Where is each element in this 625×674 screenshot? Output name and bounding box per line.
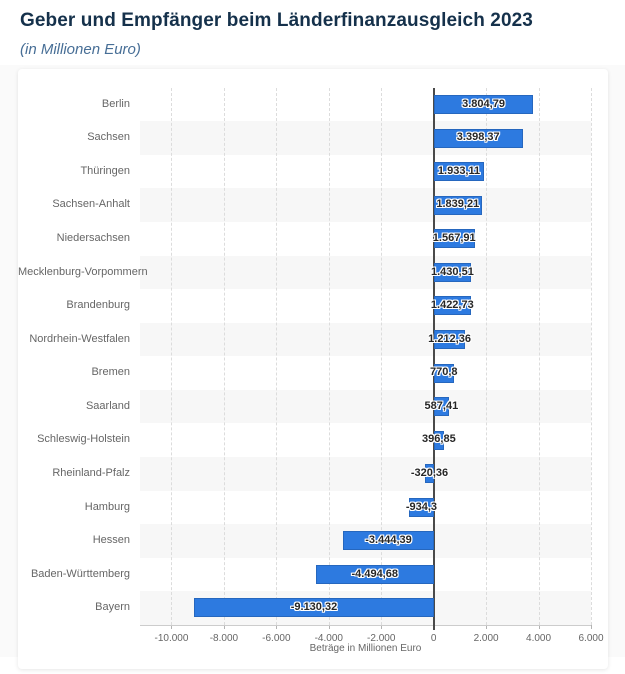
chart-card: Beträge in Millionen Euro Berlin Sachsen T… xyxy=(18,68,608,669)
bar-value-label: 770,8 xyxy=(430,366,458,379)
bar-value-label: 587,41 xyxy=(424,399,459,412)
bar-value-label: 1.839,21 xyxy=(436,198,480,211)
category-label: Niedersachsen xyxy=(56,232,130,244)
x-tick-label: 2.000 xyxy=(473,632,499,644)
bar[interactable] xyxy=(433,329,466,349)
bar[interactable] xyxy=(425,464,434,484)
x-tick-label: -4.000 xyxy=(314,632,343,644)
category-label: Schleswig-Holstein xyxy=(37,433,130,446)
gridline xyxy=(381,87,383,625)
category-label: Hamburg xyxy=(84,500,130,513)
bar-value-label: 3.398,37 xyxy=(456,131,500,144)
x-tick-label: -6.000 xyxy=(262,632,291,644)
bar-value-label: -4.494,68 xyxy=(351,567,398,580)
bar[interactable] xyxy=(433,262,472,282)
x-tick-mark xyxy=(381,624,383,629)
bar-value-label: 1.933,11 xyxy=(437,164,481,177)
gridline xyxy=(538,87,540,625)
bar[interactable] xyxy=(433,363,454,383)
row-band xyxy=(140,322,591,357)
x-tick-mark xyxy=(328,624,330,629)
category-label: Thüringen xyxy=(80,164,130,177)
row-band xyxy=(140,456,591,491)
category-label: Nordrhein-Westfalen xyxy=(29,332,130,345)
bar[interactable] xyxy=(433,397,450,417)
x-tick-label: -2.000 xyxy=(367,632,396,644)
x-tick-mark xyxy=(223,624,225,629)
bar-value-label: 1.430,51 xyxy=(431,265,474,278)
bar-value-label: 3.804,79 xyxy=(462,97,505,110)
x-tick-label: -10.000 xyxy=(154,632,189,644)
x-tick-label: 0 xyxy=(430,632,437,644)
x-tick-label: 4.000 xyxy=(526,632,552,644)
category-label: Rheinland-Pfalz xyxy=(52,466,130,479)
category-label: Hessen xyxy=(92,534,130,547)
bar-value-label: 1.567,91 xyxy=(432,232,476,244)
row-band xyxy=(140,255,591,290)
bar[interactable] xyxy=(433,195,482,215)
bar[interactable] xyxy=(315,564,434,584)
gridline xyxy=(276,87,278,625)
category-label: Baden-Württemberg xyxy=(30,567,130,580)
category-label: Brandenburg xyxy=(66,299,130,312)
row-band xyxy=(140,423,591,457)
x-tick-label: -8.000 xyxy=(209,632,239,644)
category-label: Sachsen xyxy=(87,131,130,144)
page-title: Geber und Empfänger beim Länderfinanzaus… xyxy=(20,10,533,31)
bar-chart: Beträge in Millionen Euro Berlin Sachsen T… xyxy=(18,69,608,669)
row-band xyxy=(140,389,591,424)
bar[interactable] xyxy=(194,598,434,618)
bar-value-label: 1.422,73 xyxy=(430,299,474,312)
bar-value-label: 396,85 xyxy=(422,433,456,446)
gridline xyxy=(486,87,488,625)
row-band xyxy=(140,356,591,390)
row-band xyxy=(140,222,591,256)
bar[interactable] xyxy=(343,531,434,551)
category-label: Berlin xyxy=(101,97,130,110)
gridline xyxy=(591,87,592,625)
x-tick-label: 6.000 xyxy=(578,632,604,644)
category-label: Mecklenburg-Vorpommern xyxy=(18,265,148,278)
gridline xyxy=(223,87,225,625)
bar[interactable] xyxy=(433,430,445,450)
gridline xyxy=(171,87,173,625)
category-label: Sachsen-Anhalt xyxy=(52,198,130,211)
bar[interactable] xyxy=(433,95,534,115)
chart-header: Geber und Empfänger beim Länderfinanzaus… xyxy=(0,0,625,65)
x-axis-line xyxy=(140,624,591,626)
bar[interactable] xyxy=(433,296,471,316)
bar[interactable] xyxy=(433,162,485,182)
category-label: Bayern xyxy=(95,601,130,614)
bar-value-label: -934,3 xyxy=(405,500,438,513)
x-tick-mark xyxy=(538,624,540,629)
x-tick-mark xyxy=(486,624,488,629)
bar-value-label: -9.130,32 xyxy=(290,601,338,614)
bar[interactable] xyxy=(433,229,475,249)
zero-line xyxy=(432,87,435,630)
bar-value-label: -3.444,39 xyxy=(365,534,412,547)
chart-section: Beträge in Millionen Euro Berlin Sachsen T… xyxy=(0,64,625,669)
bar-value-label: 1.212,36 xyxy=(428,332,471,345)
page-subtitle: (in Millionen Euro) xyxy=(20,40,141,58)
x-tick-mark xyxy=(276,624,278,629)
x-axis-title: Beträge in Millionen Euro xyxy=(309,642,422,654)
row-band xyxy=(140,289,591,323)
row-band xyxy=(140,188,591,222)
x-tick-mark xyxy=(171,624,173,629)
category-label: Saarland xyxy=(85,399,130,412)
row-band xyxy=(140,491,591,525)
row-band xyxy=(140,121,591,155)
bar-value-label: -320,36 xyxy=(410,466,449,479)
row-band xyxy=(140,155,591,189)
bar[interactable] xyxy=(409,497,434,517)
category-label: Bremen xyxy=(91,366,130,379)
x-tick-mark xyxy=(591,624,592,629)
gridline xyxy=(328,87,330,625)
bar[interactable] xyxy=(433,128,523,148)
